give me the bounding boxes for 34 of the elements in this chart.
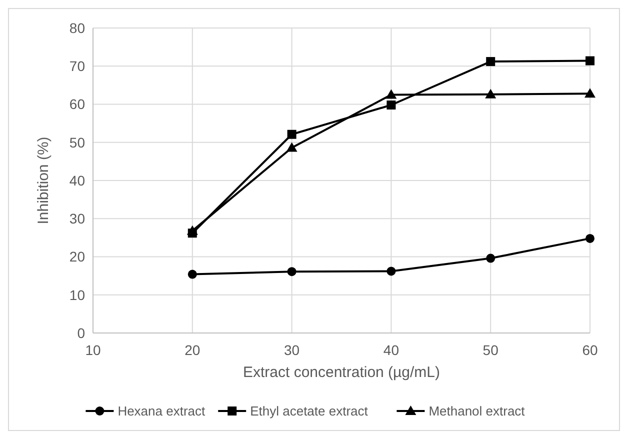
point xyxy=(386,89,397,99)
point xyxy=(386,266,396,276)
legend-label: Methanol extract xyxy=(428,404,526,419)
y-tick-label: 50 xyxy=(69,134,86,150)
point xyxy=(584,88,596,98)
x-axis-title: Extract concentration (µg/mL) xyxy=(242,364,440,381)
legend-label: Hexana extract xyxy=(118,404,206,419)
x-tick-label: 30 xyxy=(284,342,300,358)
y-axis-title: Inhibition (%) xyxy=(35,136,52,224)
point xyxy=(286,142,298,152)
point xyxy=(586,56,594,66)
point xyxy=(188,270,197,279)
point xyxy=(486,254,496,263)
y-tick-label: 20 xyxy=(69,248,86,265)
y-tick-label: 70 xyxy=(69,58,86,74)
y-tick-label: 40 xyxy=(69,172,86,188)
y-tick-label: 0 xyxy=(77,324,86,341)
legend-label: Ethyl acetate extract xyxy=(250,404,368,419)
y-tick-label: 10 xyxy=(69,286,86,303)
point xyxy=(386,100,396,110)
y-tick-label: 80 xyxy=(69,20,86,36)
y-tick-label: 30 xyxy=(69,210,86,227)
x-tick-label: 40 xyxy=(383,342,400,358)
x-tick-label: 10 xyxy=(85,342,101,358)
point xyxy=(287,267,296,276)
point xyxy=(287,130,296,139)
point xyxy=(586,234,594,243)
point xyxy=(485,88,496,98)
point xyxy=(188,228,197,238)
x-tick-label: 60 xyxy=(582,342,598,358)
y-tick-label: 60 xyxy=(69,96,86,112)
x-tick-label: 20 xyxy=(184,342,200,358)
x-tick-label: 50 xyxy=(482,342,499,358)
point xyxy=(486,57,496,66)
